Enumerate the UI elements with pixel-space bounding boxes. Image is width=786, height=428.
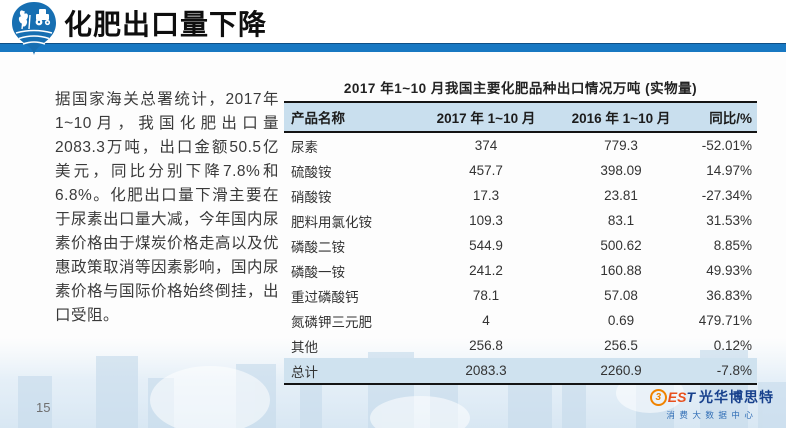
- value-cell: 17.3: [472, 188, 500, 203]
- value-cell: 160.88: [600, 263, 642, 278]
- value-cell: 23.81: [604, 188, 638, 203]
- value-cell: 457.7: [469, 163, 503, 178]
- summary-paragraph: 据国家海关总署统计，2017年1~10月，我国化肥出口量2083.3万吨，出口金…: [55, 91, 280, 324]
- best-logo-b-icon: 3: [649, 388, 667, 406]
- value-cell: 500.62: [600, 238, 642, 253]
- table-header-row: 产品名称 2017 年 1~10 月 2016 年 1~10 月 同比/%: [284, 102, 757, 132]
- value-cell: 14.97%: [706, 163, 752, 178]
- value-cell: 779.3: [604, 138, 638, 153]
- total-label-cell: 总计: [291, 364, 318, 380]
- slide-header: 化肥出口量下降: [0, 0, 786, 43]
- page-title: 化肥出口量下降: [64, 9, 268, 40]
- export-table-area: 2017 年1~10 月我国主要化肥品种出口情况万吨 (实物量) 产品名称 20…: [284, 77, 757, 385]
- best-logo-wordmark: 3 ES T 光华博思特: [649, 387, 774, 407]
- best-logo-subtitle: 消费大数据中心: [666, 410, 758, 420]
- value-cell: 544.9: [469, 238, 503, 253]
- table-row: 其他 256.8 256.5 0.12%: [284, 333, 757, 358]
- product-name-cell: 磷酸一铵: [291, 264, 345, 280]
- product-name-cell: 硫酸铵: [291, 164, 332, 180]
- table-row: 肥料用氯化铵 109.3 83.1 31.53%: [284, 208, 757, 233]
- table-row: 硫酸铵 457.7 398.09 14.97%: [284, 158, 757, 183]
- value-cell: -52.01%: [701, 138, 752, 153]
- table-row: 尿素 374 779.3 -52.01%: [284, 132, 757, 158]
- product-name-cell: 磷酸二铵: [291, 239, 345, 255]
- value-cell: 256.8: [469, 338, 503, 353]
- header-accent-bar: [0, 43, 786, 52]
- best-logo-es-text: ES: [667, 389, 687, 405]
- best-logo-company-name: 光华博思特: [699, 389, 774, 405]
- product-name-cell: 重过磷酸钙: [291, 289, 359, 305]
- value-cell: 57.08: [604, 288, 638, 303]
- value-cell: 83.1: [607, 213, 635, 228]
- value-cell: 8.85%: [713, 238, 752, 253]
- value-cell: 78.1: [472, 288, 500, 303]
- product-name-cell: 硝酸铵: [291, 189, 332, 205]
- col-header-2017: 2017 年 1~10 月: [436, 111, 536, 126]
- best-company-logo: 3 ES T 光华博思特 消费大数据中心: [649, 387, 774, 421]
- value-cell: 4: [482, 313, 490, 328]
- fertilizer-export-table: 产品名称 2017 年 1~10 月 2016 年 1~10 月 同比/% 尿素…: [284, 101, 757, 385]
- table-row: 重过磷酸钙 78.1 57.08 36.83%: [284, 283, 757, 308]
- value-cell: 36.83%: [706, 288, 752, 303]
- value-cell: 479.71%: [698, 313, 752, 328]
- table-row: 硝酸铵 17.3 23.81 -27.34%: [284, 183, 757, 208]
- table-title: 2017 年1~10 月我国主要化肥品种出口情况万吨 (实物量): [343, 81, 698, 96]
- total-2017-cell: 2083.3: [465, 363, 507, 378]
- value-cell: 31.53%: [706, 213, 752, 228]
- value-cell: 0.12%: [713, 338, 752, 353]
- table-row: 磷酸一铵 241.2 160.88 49.93%: [284, 258, 757, 283]
- city-skyline-watermark: [0, 338, 786, 428]
- product-name-cell: 氮磷钾三元肥: [291, 314, 372, 330]
- col-header-yoy: 同比/%: [709, 111, 752, 126]
- total-yoy-cell: -7.8%: [716, 363, 752, 378]
- value-cell: 398.09: [600, 163, 642, 178]
- value-cell: 374: [474, 138, 498, 153]
- value-cell: 109.3: [469, 213, 503, 228]
- value-cell: 241.2: [469, 263, 503, 278]
- product-name-cell: 其他: [291, 339, 318, 355]
- value-cell: 256.5: [604, 338, 638, 353]
- farm-balloon-icon: [12, 2, 56, 59]
- product-name-cell: 肥料用氯化铵: [291, 214, 372, 230]
- value-cell: 0.69: [607, 313, 635, 328]
- page-number: 15: [36, 400, 51, 415]
- value-cell: 49.93%: [706, 263, 752, 278]
- table-total-row: 总计 2083.3 2260.9 -7.8%: [284, 358, 757, 384]
- value-cell: -27.34%: [701, 188, 752, 203]
- table-row: 磷酸二铵 544.9 500.62 8.85%: [284, 233, 757, 258]
- table-body: 尿素 374 779.3 -52.01% 硫酸铵 457.7 398.09 14.97% 硝酸铵…: [284, 132, 757, 358]
- product-name-cell: 尿素: [291, 139, 318, 155]
- table-row: 氮磷钾三元肥 4 0.69 479.71%: [284, 308, 757, 333]
- total-2016-cell: 2260.9: [600, 363, 642, 378]
- col-header-2016: 2016 年 1~10 月: [571, 111, 671, 126]
- col-header-product: 产品名称: [291, 111, 345, 126]
- best-logo-t-text: T: [686, 389, 695, 405]
